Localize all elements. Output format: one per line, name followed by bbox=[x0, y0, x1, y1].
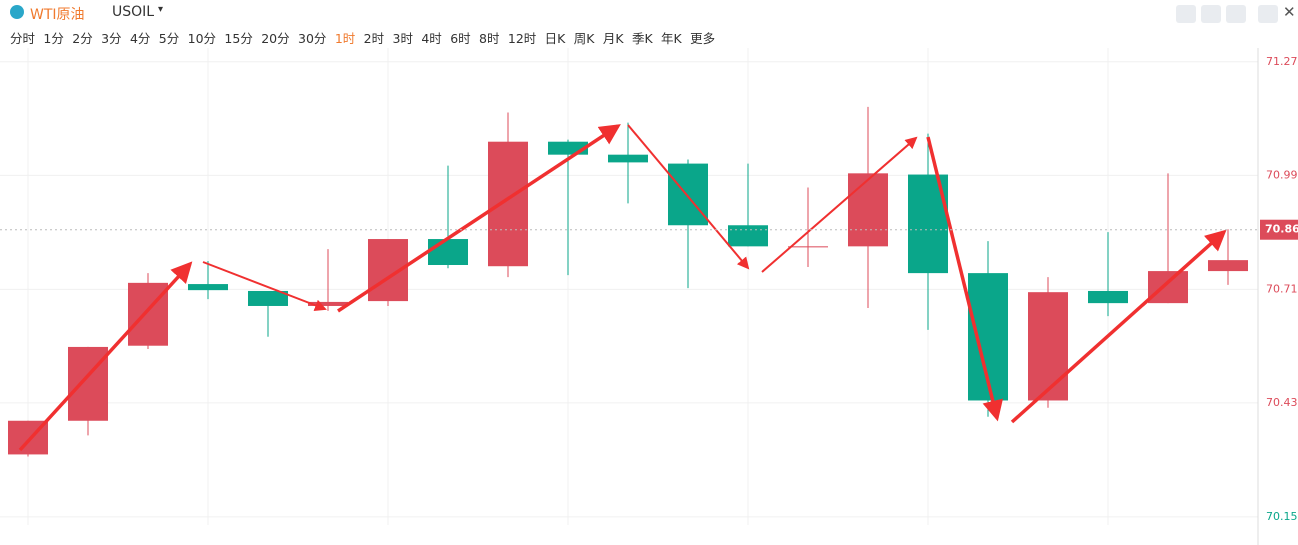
candle-body bbox=[608, 154, 648, 163]
arrow bbox=[926, 136, 1004, 422]
period-tab[interactable]: 更多 bbox=[690, 31, 716, 46]
y-tick-label: 70.994 bbox=[1266, 168, 1298, 181]
period-tab[interactable]: 8时 bbox=[479, 31, 500, 46]
period-tab[interactable]: 4分 bbox=[129, 31, 151, 46]
candle-body bbox=[668, 163, 708, 226]
candle-body bbox=[728, 225, 768, 247]
period-tab[interactable]: 季K bbox=[631, 31, 653, 46]
period-tab[interactable]: 4时 bbox=[421, 31, 442, 46]
close-button[interactable]: ✕ bbox=[1283, 3, 1296, 21]
period-tab[interactable]: 6时 bbox=[450, 31, 471, 46]
annotation-arrows bbox=[18, 124, 1227, 452]
period-tab[interactable]: 1时 bbox=[334, 31, 356, 46]
current-price-label: 70.860 bbox=[1265, 223, 1298, 236]
arrow bbox=[337, 124, 621, 313]
period-bar: 分时 1分 2分 3分 4分 5分 10分 15分 20分 30分 1时 2时 3时 4时 6时 8时 12时日… bbox=[10, 28, 724, 47]
period-tab[interactable]: 15分 bbox=[224, 31, 253, 46]
title[interactable]: WTI原油 bbox=[30, 7, 85, 23]
current-price-tag bbox=[1260, 219, 1298, 240]
y-tick-label: 70.152 bbox=[1266, 510, 1298, 523]
y-tick-label: 70.433 bbox=[1266, 396, 1298, 409]
candle-body bbox=[1088, 290, 1128, 304]
y-axis: 71.274 70.994 70.713 70.433 70.152 70.860 bbox=[0, 48, 1298, 545]
candle-body bbox=[188, 284, 228, 291]
arrow bbox=[627, 124, 750, 270]
period-tab[interactable]: 12时 bbox=[507, 31, 537, 46]
period-tab[interactable]: 周K bbox=[573, 31, 595, 46]
candle-body bbox=[788, 246, 828, 248]
arrow bbox=[202, 261, 327, 312]
y-tick-label: 71.274 bbox=[1266, 55, 1298, 68]
period-tab[interactable]: 日K bbox=[544, 31, 566, 46]
candle-body bbox=[428, 239, 468, 266]
period-tab[interactable]: 3时 bbox=[392, 31, 413, 46]
header: WTI原油 USOIL ▾ 分时 1分 2分 3分 4分 5分 10分 15分 20分 30分 1时… bbox=[0, 0, 1298, 48]
period-tab[interactable]: 3分 bbox=[101, 31, 122, 46]
candle-body bbox=[1148, 271, 1188, 304]
grid bbox=[0, 48, 1258, 525]
candles bbox=[8, 106, 1248, 457]
period-tab[interactable]: 年K bbox=[661, 31, 682, 46]
candle-body bbox=[1028, 292, 1068, 401]
tool-button[interactable] bbox=[1201, 5, 1221, 23]
arrow bbox=[761, 136, 918, 273]
candle-body bbox=[1208, 260, 1248, 272]
candle-body bbox=[488, 141, 528, 267]
y-tick-label: 70.713 bbox=[1266, 282, 1298, 295]
period-tab[interactable]: 1分 bbox=[43, 31, 64, 46]
arrow bbox=[1010, 229, 1227, 424]
period-tab[interactable]: 分时 bbox=[10, 31, 36, 46]
symbol-icon bbox=[10, 5, 24, 19]
period-tab[interactable]: 30分 bbox=[298, 31, 327, 46]
period-tab[interactable]: 20分 bbox=[261, 31, 290, 46]
tool-button[interactable] bbox=[1226, 5, 1246, 23]
period-tab[interactable]: 2分 bbox=[72, 31, 93, 46]
candle-body bbox=[848, 173, 888, 247]
tool-button[interactable] bbox=[1176, 5, 1196, 23]
candle-body bbox=[308, 301, 348, 306]
symbol[interactable]: USOIL bbox=[112, 4, 155, 20]
period-tab[interactable]: 5分 bbox=[158, 31, 180, 46]
period-tab[interactable]: 月K bbox=[602, 31, 624, 46]
period-tab[interactable]: 2时 bbox=[363, 31, 385, 46]
dropdown-caret[interactable]: ▾ bbox=[158, 4, 164, 15]
tool-button[interactable] bbox=[1258, 5, 1278, 23]
period-tab[interactable]: 10分 bbox=[187, 31, 217, 46]
arrow bbox=[18, 261, 193, 452]
candle-body bbox=[248, 290, 288, 306]
